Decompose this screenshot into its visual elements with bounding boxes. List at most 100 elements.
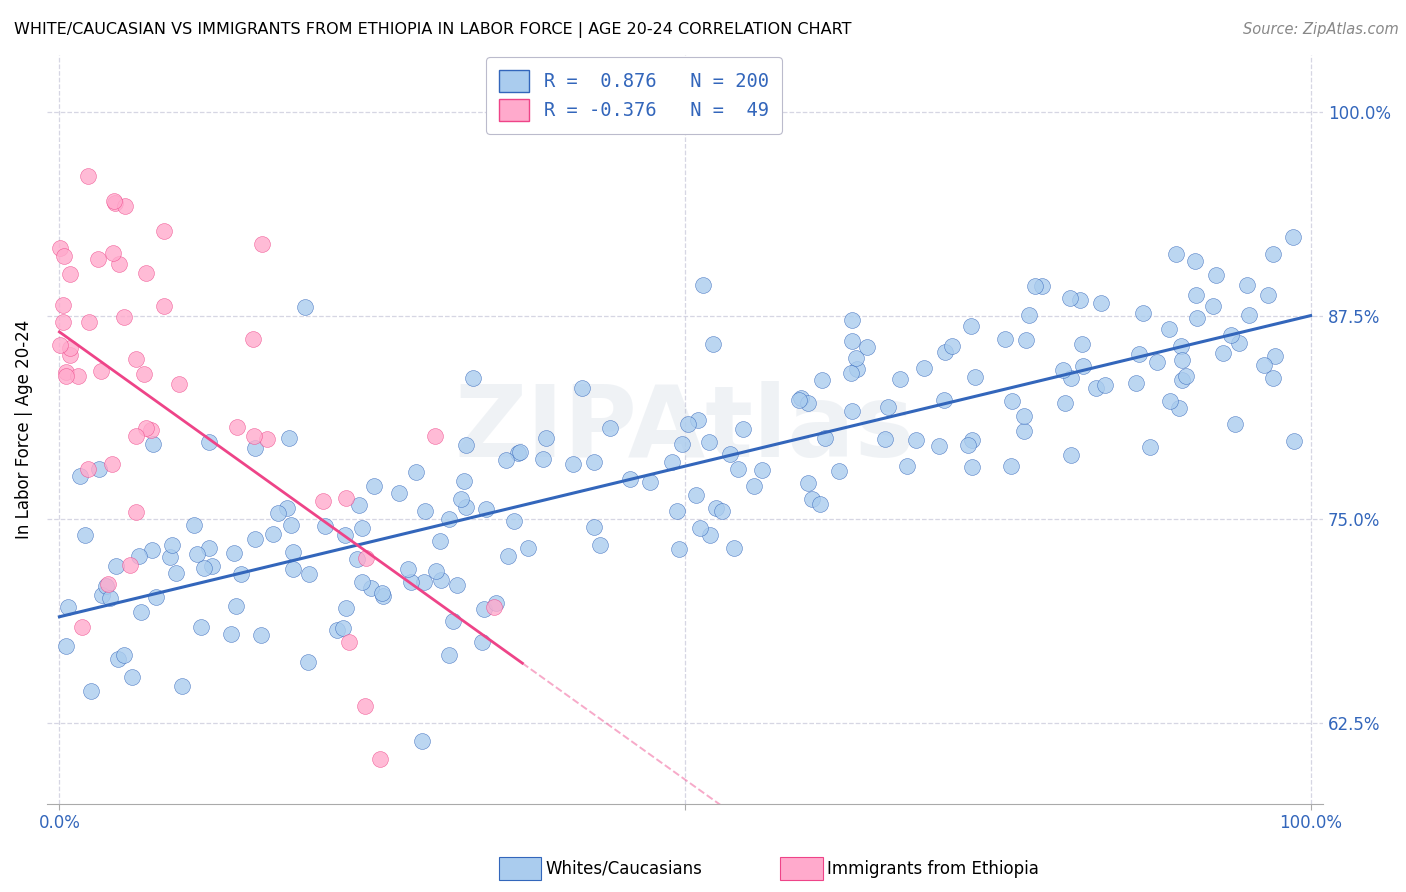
- Point: [69, 468, 91, 483]
- Point: [411, 733, 433, 747]
- Point: [742, 479, 765, 493]
- Point: [1236, 277, 1258, 292]
- Point: [994, 332, 1017, 346]
- Point: [371, 586, 394, 600]
- Point: [142, 436, 165, 450]
- Point: [59, 348, 82, 362]
- Point: [1128, 347, 1150, 361]
- Point: [704, 500, 727, 515]
- Point: [441, 614, 464, 628]
- Point: [373, 590, 395, 604]
- Point: [841, 312, 863, 326]
- Point: [437, 648, 460, 662]
- Point: [225, 599, 247, 613]
- Point: [429, 573, 451, 587]
- Point: [337, 634, 360, 648]
- Point: [723, 541, 745, 555]
- Point: [165, 566, 187, 580]
- Point: [962, 433, 984, 447]
- Point: [496, 549, 519, 564]
- Point: [311, 493, 333, 508]
- Point: [396, 562, 419, 576]
- Point: [718, 447, 741, 461]
- Point: [114, 199, 136, 213]
- Point: [689, 521, 711, 535]
- Point: [678, 417, 700, 432]
- Point: [76, 461, 98, 475]
- Point: [685, 488, 707, 502]
- Point: [1059, 291, 1081, 305]
- Point: [789, 391, 811, 405]
- Point: [352, 575, 374, 590]
- Point: [561, 457, 583, 471]
- Point: [120, 558, 142, 572]
- Point: [1175, 369, 1198, 384]
- Point: [198, 541, 221, 555]
- Point: [446, 578, 468, 592]
- Point: [472, 602, 495, 616]
- Point: [103, 194, 125, 209]
- Point: [692, 277, 714, 292]
- Point: [66, 368, 89, 383]
- Point: [335, 491, 357, 506]
- Point: [162, 538, 184, 552]
- Point: [55, 368, 77, 383]
- Point: [796, 396, 818, 410]
- Point: [399, 575, 422, 590]
- Point: [153, 299, 176, 313]
- Point: [841, 334, 863, 348]
- Point: [589, 538, 612, 552]
- Point: [229, 567, 252, 582]
- Point: [733, 422, 755, 436]
- Point: [277, 431, 299, 445]
- Point: [495, 453, 517, 467]
- Point: [242, 332, 264, 346]
- Point: [855, 340, 877, 354]
- Point: [198, 434, 221, 449]
- Text: Source: ZipAtlas.com: Source: ZipAtlas.com: [1243, 22, 1399, 37]
- Text: Immigrants from Ethiopia: Immigrants from Ethiopia: [827, 860, 1039, 878]
- Point: [727, 462, 749, 476]
- Point: [463, 370, 485, 384]
- Point: [666, 503, 689, 517]
- Point: [405, 466, 427, 480]
- Point: [688, 413, 710, 427]
- Point: [134, 367, 156, 381]
- Point: [959, 318, 981, 333]
- Point: [800, 492, 823, 507]
- Point: [711, 504, 734, 518]
- Point: [77, 314, 100, 328]
- Point: [243, 442, 266, 456]
- Point: [668, 541, 690, 556]
- Point: [1001, 393, 1024, 408]
- Point: [846, 362, 869, 376]
- Point: [169, 377, 191, 392]
- Point: [697, 435, 720, 450]
- Point: [1282, 434, 1305, 449]
- Point: [1212, 346, 1234, 360]
- Point: [531, 452, 554, 467]
- Point: [661, 455, 683, 469]
- Point: [423, 429, 446, 443]
- Point: [1159, 322, 1181, 336]
- Point: [965, 370, 987, 384]
- Point: [571, 381, 593, 395]
- Point: [221, 627, 243, 641]
- Point: [91, 588, 114, 602]
- Point: [55, 639, 77, 653]
- Point: [77, 169, 100, 183]
- Point: [1261, 371, 1284, 385]
- Point: [55, 365, 77, 379]
- Point: [97, 577, 120, 591]
- Point: [699, 527, 721, 541]
- Point: [453, 474, 475, 488]
- Point: [94, 579, 117, 593]
- Point: [193, 561, 215, 575]
- Point: [266, 506, 288, 520]
- Point: [425, 564, 447, 578]
- Point: [75, 528, 97, 542]
- Point: [243, 532, 266, 546]
- Point: [412, 575, 434, 590]
- Point: [482, 599, 505, 614]
- Point: [875, 432, 897, 446]
